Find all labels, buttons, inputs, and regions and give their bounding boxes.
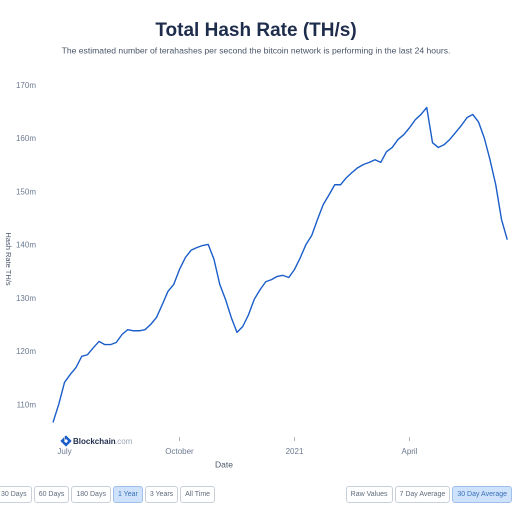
- range-buttons: 30 Days 60 Days 180 Days 1 Year 3 Years All T…: [0, 486, 216, 503]
- chart-subtitle: The estimated number of terahashes per s…: [62, 45, 451, 55]
- y-tick-label: 170m: [16, 81, 36, 90]
- toggle-button[interactable]: 60 Days: [33, 486, 70, 503]
- toggle-button[interactable]: 7 Day Average: [394, 486, 451, 503]
- toggle-button[interactable]: All Time: [180, 486, 216, 503]
- chart-title: Total Hash Rate (TH/s): [155, 20, 356, 41]
- y-axis-label: Hash Rate TH/s: [4, 232, 13, 285]
- watermark-suffix: .com: [115, 437, 133, 446]
- data-line: [52, 106, 508, 423]
- y-tick-label: 160m: [16, 134, 36, 143]
- x-tick-label: July: [57, 447, 71, 456]
- toggle-button[interactable]: Raw Values: [345, 486, 393, 503]
- toggle-button[interactable]: 1 Year: [112, 486, 143, 503]
- y-tick-label: 110m: [17, 400, 37, 409]
- toggle-button[interactable]: 3 Years: [144, 486, 179, 503]
- y-tick-label: 140m: [16, 241, 36, 250]
- x-tick-label: April: [401, 447, 417, 456]
- y-tick-label: 150m: [16, 187, 36, 196]
- watermark-brand: Blockchain: [73, 437, 116, 446]
- toggle-button[interactable]: 180 Days: [71, 486, 111, 503]
- x-tick-label: 2021: [286, 447, 304, 456]
- average-buttons: Raw Values 7 Day Average 30 Day Average: [345, 486, 512, 503]
- toggle-button[interactable]: 30 Days: [0, 486, 32, 503]
- y-tick-label: 130m: [16, 294, 36, 303]
- watermark-icon: [60, 435, 72, 447]
- x-tick-label: October: [165, 447, 194, 456]
- toggle-button[interactable]: 30 Day Average: [452, 486, 512, 503]
- y-tick-label: 120m: [16, 347, 36, 356]
- x-axis-label: Date: [215, 459, 233, 469]
